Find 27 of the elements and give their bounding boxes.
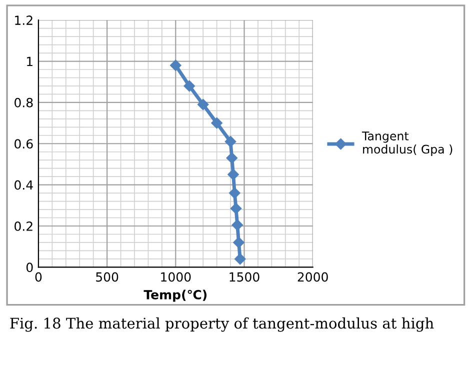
point [230, 202, 242, 214]
y-tick-label: 1.2 [15, 16, 32, 25]
point [211, 117, 222, 129]
y-tick-label: 0.4 [14, 180, 33, 190]
point [197, 98, 209, 110]
point [170, 60, 182, 71]
point [229, 187, 240, 199]
point [226, 152, 238, 164]
point [232, 219, 243, 231]
point [234, 253, 246, 265]
legend-label: Tangent modulus( Gpa ) [362, 132, 452, 156]
x-tick-label: 1500 [230, 272, 260, 282]
y-tick-label: 0.6 [14, 139, 33, 149]
y-tick-label: 0 [26, 262, 33, 272]
x-tick-label: 0 [35, 272, 42, 282]
x-tick-label: 1000 [161, 272, 191, 282]
x-axis-title: Temp(℃) [144, 290, 207, 302]
y-tick-label: 0.8 [14, 98, 33, 108]
x-tick-label: 500 [96, 272, 118, 282]
y-tick-label: 1 [27, 56, 32, 66]
caption: Fig. 18 The material property of tangent-modulus at high [10, 317, 434, 332]
point [228, 168, 239, 180]
y-tick-label: 0.2 [14, 221, 32, 231]
point [184, 80, 195, 92]
x-tick-label: 2000 [298, 272, 328, 282]
point [224, 136, 236, 148]
point [233, 236, 244, 248]
